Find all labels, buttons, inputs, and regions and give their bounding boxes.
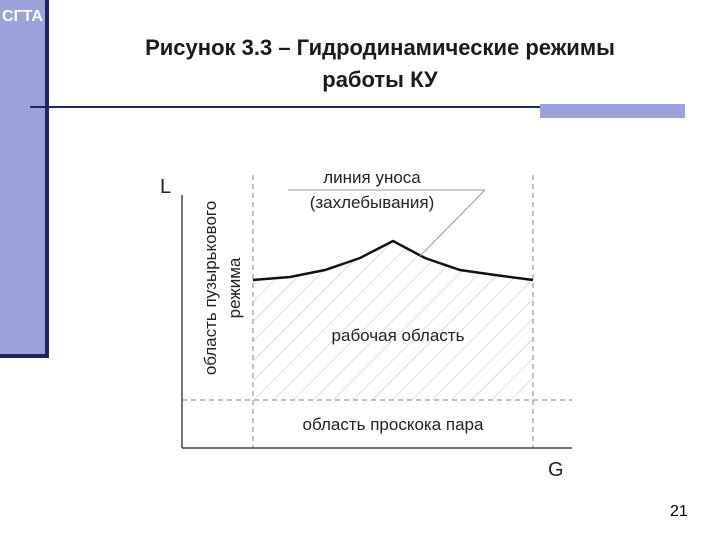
leader-line [419, 189, 486, 257]
x-axis-label: G [548, 459, 564, 481]
working-region-label: рабочая область [332, 326, 465, 345]
working-region-hatch [253, 241, 533, 400]
title-rule [30, 106, 685, 108]
title-line-2: работы КУ [322, 67, 438, 92]
entrainment-label-1: линия уноса [323, 168, 421, 187]
page-number: 21 [670, 503, 688, 520]
title-line-1: Рисунок 3.3 – Гидродинамические режимы [145, 35, 615, 60]
bypass-region-label: область проскока пара [303, 415, 484, 434]
left-accent-bar [0, 0, 45, 355]
title-accent-block [540, 104, 685, 118]
left-accent-bottom [0, 354, 49, 358]
y-axis-label: L [160, 176, 171, 198]
entrainment-label-2: (захлебывания) [310, 193, 435, 212]
logo: СГТА [2, 8, 43, 25]
bubble-region-label-1: область пузырькового [201, 201, 220, 375]
left-accent-shadow [45, 0, 49, 358]
slide-title: Рисунок 3.3 – Гидродинамические режимы р… [60, 32, 700, 96]
entrainment-curve [252, 239, 534, 282]
bubble-region-label-2: режима [225, 257, 244, 318]
